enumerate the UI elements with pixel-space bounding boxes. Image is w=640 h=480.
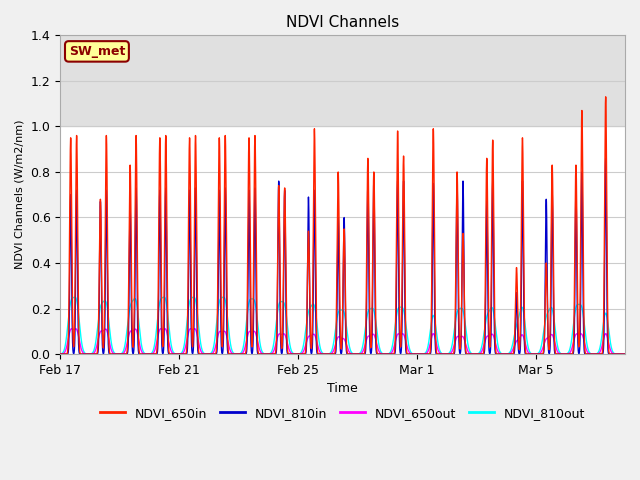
NDVI_650out: [332, 338, 340, 344]
NDVI_650out: [189, 326, 197, 332]
NDVI_650out: [621, 351, 629, 357]
NDVI_810out: [140, 349, 148, 355]
NDVI_810out: [332, 320, 340, 326]
NDVI_810out: [472, 351, 479, 357]
NDVI_810out: [101, 298, 109, 303]
NDVI_650in: [101, 259, 109, 264]
NDVI_810out: [532, 351, 540, 357]
Bar: [60, 36, 625, 126]
NDVI_810in: [532, 351, 540, 357]
Line: NDVI_650in: NDVI_650in: [60, 97, 625, 354]
Legend: NDVI_650in, NDVI_810in, NDVI_650out, NDVI_810out: NDVI_650in, NDVI_810in, NDVI_650out, NDV…: [95, 402, 590, 425]
NDVI_810in: [602, 156, 609, 161]
Y-axis label: NDVI Channels (W/m2/nm): NDVI Channels (W/m2/nm): [15, 120, 25, 269]
NDVI_810in: [332, 342, 340, 348]
X-axis label: Time: Time: [327, 383, 358, 396]
Line: NDVI_650out: NDVI_650out: [60, 329, 625, 354]
NDVI_810out: [160, 294, 168, 300]
NDVI_650out: [140, 351, 148, 357]
NDVI_810out: [621, 351, 629, 357]
Line: NDVI_810out: NDVI_810out: [60, 297, 625, 354]
NDVI_650out: [56, 351, 64, 357]
NDVI_810in: [189, 349, 197, 355]
NDVI_650in: [189, 336, 197, 342]
NDVI_810in: [140, 351, 148, 357]
NDVI_650in: [140, 351, 148, 357]
NDVI_810out: [189, 294, 197, 300]
NDVI_810in: [101, 308, 109, 314]
NDVI_650out: [472, 351, 479, 357]
NDVI_810out: [56, 351, 64, 357]
NDVI_650in: [621, 351, 629, 357]
NDVI_810in: [472, 351, 479, 357]
Line: NDVI_810in: NDVI_810in: [60, 158, 625, 354]
Text: SW_met: SW_met: [68, 45, 125, 58]
Title: NDVI Channels: NDVI Channels: [286, 15, 399, 30]
NDVI_650out: [101, 326, 109, 332]
NDVI_650out: [532, 351, 540, 357]
NDVI_650out: [187, 326, 195, 332]
NDVI_650in: [56, 351, 64, 357]
NDVI_810in: [56, 351, 64, 357]
NDVI_810in: [621, 351, 629, 357]
NDVI_650in: [472, 351, 479, 357]
NDVI_650in: [532, 351, 540, 357]
NDVI_650in: [332, 319, 340, 324]
NDVI_650in: [602, 94, 609, 100]
